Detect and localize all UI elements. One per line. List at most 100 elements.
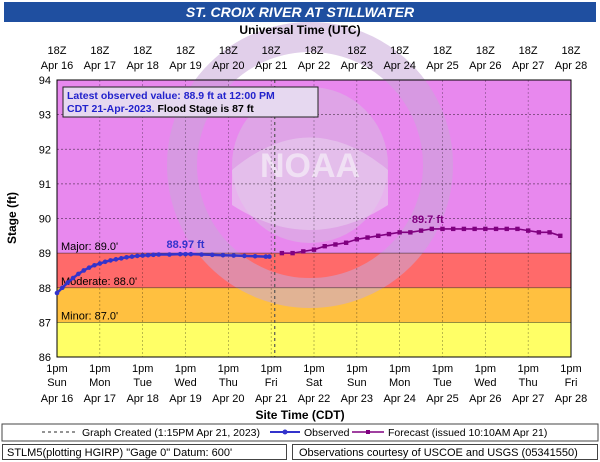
bottom-tick-day: Sat: [306, 377, 323, 389]
bottom-axis-title: Site Time (CDT): [255, 408, 344, 422]
bottom-tick-time: 1pm: [260, 363, 281, 375]
observed-point: [70, 275, 76, 281]
bottom-tick-date: Apr 17: [84, 393, 116, 405]
bottom-tick-time: 1pm: [389, 363, 410, 375]
forecast-point: [418, 228, 424, 233]
latest-value-line: Latest observed value: 88.9 ft at 12:00 …: [67, 90, 275, 102]
forecast-point: [483, 226, 488, 232]
bottom-tick-day: Tue: [133, 377, 152, 389]
flood-stage-text: Flood Stage is 87 ft: [157, 103, 254, 115]
bottom-tick-time: 1pm: [89, 363, 110, 375]
bottom-tick-day: Wed: [474, 377, 496, 389]
forecast-point: [408, 230, 413, 235]
top-tick-time: 18Z: [347, 45, 366, 57]
top-tick-date: Apr 27: [512, 60, 544, 72]
top-tick-time: 18Z: [390, 45, 409, 57]
bottom-tick-day: Tue: [433, 377, 452, 389]
flood-stage-line: CDT 21-Apr-2023. Flood Stage is 87 ft: [67, 103, 254, 115]
observed-point: [92, 262, 97, 268]
bottom-tick-date: Apr 23: [341, 393, 373, 405]
bottom-tick-day: Sun: [47, 377, 67, 389]
forecast-point: [536, 230, 542, 235]
top-tick-time: 18Z: [262, 45, 281, 57]
forecast-point: [290, 250, 295, 256]
forecast-point: [301, 249, 306, 254]
minor-stage-label: Minor: 87.0': [61, 310, 118, 322]
bottom-tick-time: 1pm: [560, 363, 581, 375]
top-tick-time: 18Z: [476, 45, 495, 57]
top-tick-time: 18Z: [48, 45, 67, 57]
bottom-tick-time: 1pm: [46, 363, 67, 375]
observed-point: [124, 254, 129, 260]
forecast-point: [547, 230, 552, 235]
forecast-point: [451, 226, 456, 232]
forecast-point: [343, 240, 349, 245]
forecast-point: [493, 226, 499, 232]
observed-point: [86, 265, 92, 270]
top-tick-time: 18Z: [90, 45, 109, 57]
forecast-point: [461, 226, 467, 232]
forecast-point: [397, 230, 402, 235]
bottom-tick-day: Thu: [219, 377, 238, 389]
bottom-tick-time: 1pm: [218, 363, 239, 375]
y-tick-label: 94: [39, 75, 51, 87]
latest-value-date: CDT 21-Apr-2023.: [67, 103, 157, 115]
observed-point: [252, 253, 258, 259]
forecast-point: [279, 250, 285, 256]
forecast-point: [376, 233, 381, 239]
bottom-tick-day: Thu: [519, 377, 538, 389]
y-tick-label: 92: [39, 144, 51, 156]
observed-point: [129, 254, 135, 259]
y-axis-title: Stage (ft): [5, 192, 19, 244]
top-axis-title: Universal Time (UTC): [239, 23, 360, 37]
legend-graph-created-label: Graph Created (1:15PM Apr 21, 2023): [82, 427, 260, 439]
top-tick-time: 18Z: [133, 45, 152, 57]
top-tick-date: Apr 19: [169, 60, 201, 72]
bottom-tick-time: 1pm: [175, 363, 196, 375]
bottom-tick-date: Apr 25: [426, 393, 458, 405]
bottom-tick-date: Apr 27: [512, 393, 544, 405]
forecast-point: [333, 242, 338, 247]
forecast-point: [354, 237, 360, 242]
observed-point: [151, 252, 156, 258]
bottom-tick-time: 1pm: [475, 363, 496, 375]
bottom-tick-date: Apr 21: [255, 393, 287, 405]
minor-flood-band: [57, 322, 571, 357]
observed-point: [199, 252, 204, 257]
bottom-tick-time: 1pm: [346, 363, 367, 375]
observed-crest-label: 88.97 ft: [167, 239, 205, 251]
top-tick-date: Apr 23: [341, 60, 373, 72]
y-tick-label: 93: [39, 110, 51, 122]
observed-point: [76, 271, 81, 277]
observed-point: [242, 253, 247, 259]
legend-forecast-label: Forecast (issued 10:10AM Apr 21): [388, 427, 547, 439]
observed-point: [177, 251, 183, 257]
top-tick-date: Apr 20: [212, 60, 244, 72]
observed-point: [113, 257, 119, 262]
observed-point: [102, 259, 108, 265]
forecast-point: [558, 233, 563, 239]
observed-point: [263, 254, 269, 259]
top-tick-time: 18Z: [305, 45, 324, 57]
bottom-tick-day: Wed: [174, 377, 196, 389]
top-tick-date: Apr 21: [255, 60, 287, 72]
major-stage-label: Major: 89.0': [61, 241, 118, 253]
observed-point: [183, 251, 188, 257]
bottom-tick-day: Mon: [389, 377, 410, 389]
observed-point: [135, 253, 140, 259]
bottom-tick-date: Apr 22: [298, 393, 330, 405]
y-tick-label: 88: [39, 283, 51, 295]
forecast-point: [429, 226, 434, 232]
forecast-point: [365, 235, 370, 240]
observed-point: [231, 253, 236, 258]
bottom-tick-date: Apr 26: [469, 393, 501, 405]
observations-credit-footer: Observations courtesy of USCOE and USGS …: [292, 444, 598, 460]
forecast-point: [472, 226, 477, 232]
y-tick-label: 90: [39, 214, 51, 226]
top-tick-time: 18Z: [562, 45, 581, 57]
observed-point: [140, 253, 145, 258]
forecast-point: [440, 226, 445, 232]
bottom-tick-time: 1pm: [432, 363, 453, 375]
